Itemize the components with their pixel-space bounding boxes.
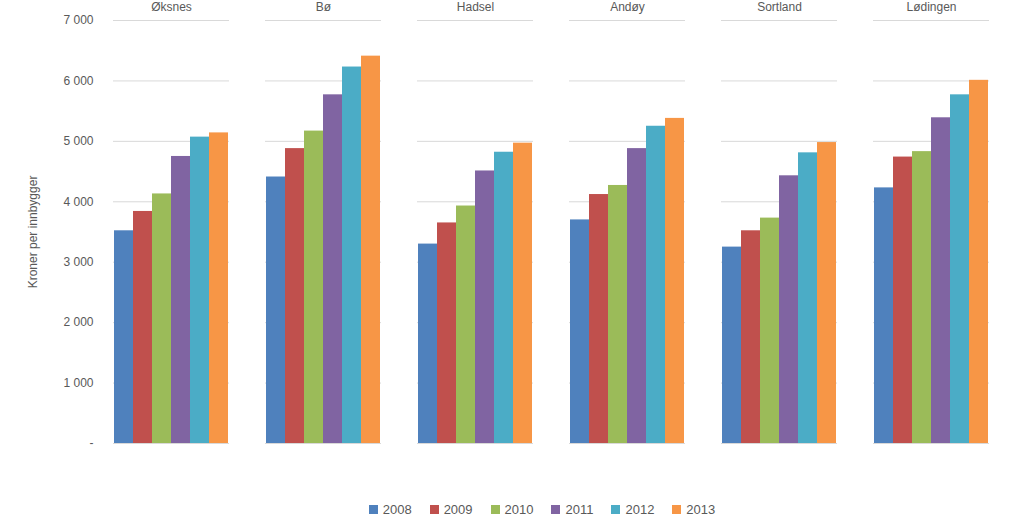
svg-text:Sortland: Sortland	[757, 0, 802, 14]
svg-text:6 000: 6 000	[63, 74, 93, 88]
svg-text:Hadsel: Hadsel	[457, 0, 494, 14]
svg-text:2 000: 2 000	[63, 315, 93, 329]
svg-text:Øksnes: Øksnes	[151, 0, 192, 14]
svg-text:1 000: 1 000	[63, 376, 93, 390]
svg-text:Andøy: Andøy	[610, 0, 645, 14]
html-text:2009: 2009	[443, 502, 473, 517]
svg-text:Kroner per innbygger: Kroner per innbygger	[26, 176, 40, 289]
html-text:2010: 2010	[504, 502, 534, 517]
svg-text:7 000: 7 000	[63, 13, 93, 27]
html-text:2011: 2011	[565, 502, 594, 517]
svg-text:Bø: Bø	[316, 0, 332, 14]
svg-text:5 000: 5 000	[63, 134, 93, 148]
html-text:2013: 2013	[686, 502, 716, 517]
svg-text:4 000: 4 000	[63, 195, 93, 209]
svg-text:-: -	[90, 436, 94, 450]
html-text:2012: 2012	[625, 502, 655, 517]
html-text:2008: 2008	[382, 502, 412, 517]
svg-text:3 000: 3 000	[63, 255, 93, 269]
svg-text:Lødingen: Lødingen	[906, 0, 956, 14]
